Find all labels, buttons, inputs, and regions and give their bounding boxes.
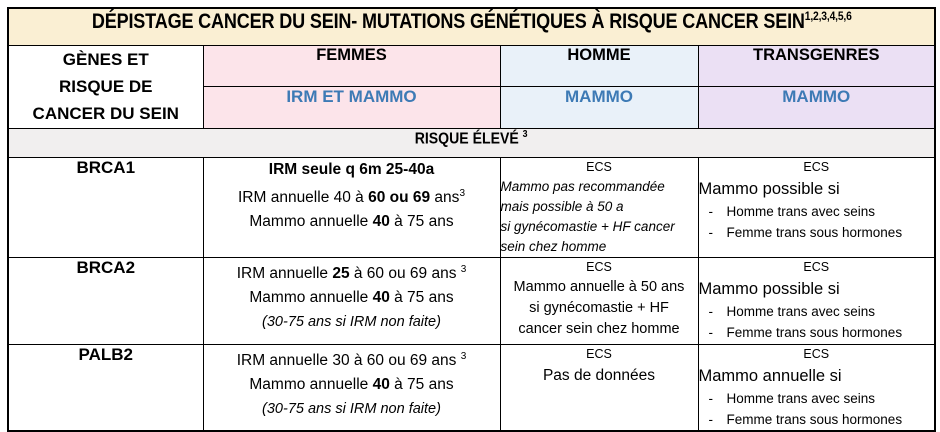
brca1-femmes-line3: Mammo annuelle 40 à 75 ans	[249, 213, 454, 231]
palb2-femmes-cell: IRM annuelle 30 à 60 ou 69 ans 3 Mammo a…	[202, 344, 501, 432]
title-row: DÉPISTAGE CANCER DU SEIN- MUTATIONS GÉNÉ…	[7, 7, 936, 46]
table-title: DÉPISTAGE CANCER DU SEIN- MUTATIONS GÉNÉ…	[92, 9, 852, 34]
dash-marker: -	[708, 412, 714, 427]
column-header-transgenres: TRANSGENRES	[697, 45, 936, 87]
brca1-homme-cell: ECS Mammo pas recommandée mais possible …	[499, 157, 699, 258]
breast-cancer-screening-table: DÉPISTAGE CANCER DU SEIN- MUTATIONS GÉNÉ…	[7, 7, 937, 432]
brca1-trans-bullet1: - Homme trans avec seins	[699, 201, 934, 222]
dash-marker: -	[708, 204, 714, 219]
brca1-femmes-line1: IRM seule q 6m 25-40a	[268, 161, 435, 178]
section-row: RISQUE ÉLEVÉ 3	[7, 128, 936, 158]
palb2-femmes-line1: IRM annuelle 30 à 60 ou 69 ans 3	[236, 351, 467, 370]
dash-marker: -	[708, 391, 714, 406]
palb2-transgenres-cell: ECS Mammo annuelle si - Homme trans avec …	[697, 344, 936, 432]
brca2-trans-bullet2: - Femme trans sous hormones	[699, 322, 934, 343]
brca1-trans-ecs: ECS	[803, 160, 830, 174]
section-risk-label-wrap: RISQUE ÉLEVÉ 3	[415, 129, 528, 149]
section-risk-superscript: 3	[523, 129, 528, 141]
brca1-homme-ecs: ECS	[586, 160, 612, 174]
table-row-brca1: BRCA1 IRM seule q 6m 25-40a IRM annuelle…	[7, 157, 936, 258]
dash-marker: -	[708, 225, 714, 240]
column-header-row: GÈNES ET RISQUE DE CANCER DU SEIN FEMMES…	[7, 45, 936, 129]
modality-row: IRM ET MAMMO MAMMO MAMMO	[8, 86, 936, 129]
palb2-femmes-line2: Mammo annuelle 40 à 75 ans	[249, 376, 454, 394]
brca2-homme-line2: si gynécomastie + HF	[529, 300, 669, 316]
brca2-trans-heading: Mammo possible si	[698, 280, 840, 298]
palb2-trans-bullet2: - Femme trans sous hormones	[699, 409, 934, 430]
gene-name-brca1: BRCA1	[7, 157, 204, 258]
brca1-trans-bullet2: - Femme trans sous hormones	[699, 222, 934, 243]
section-risk-cell: RISQUE ÉLEVÉ 3	[7, 128, 936, 158]
table-row-brca2: BRCA2 IRM annuelle 25 à 60 ou 69 ans 3 M…	[7, 257, 936, 345]
brca1-homme-line2: mais possible à 50 a	[500, 199, 624, 214]
palb2-homme-nodata: Pas de données	[542, 367, 656, 384]
dash-marker: -	[708, 325, 714, 340]
table-title-superscript: 1,2,3,4,5,6	[804, 9, 852, 23]
genes-header-line3: CANCER DU SEIN	[32, 104, 179, 123]
brca2-femmes-line1: IRM annuelle 25 à 60 ou 69 ans 3	[236, 264, 467, 283]
brca1-transgenres-cell: ECS Mammo possible si - Homme trans avec …	[697, 157, 936, 258]
table-row-palb2: PALB2 IRM annuelle 30 à 60 ou 69 ans 3 M…	[7, 344, 936, 432]
palb2-trans-bullet1: - Homme trans avec seins	[699, 388, 934, 409]
table-title-cell: DÉPISTAGE CANCER DU SEIN- MUTATIONS GÉNÉ…	[7, 7, 936, 46]
column-header-femmes: FEMMES	[202, 45, 501, 87]
modality-homme: MAMMO	[499, 86, 699, 129]
table-title-text: DÉPISTAGE CANCER DU SEIN- MUTATIONS GÉNÉ…	[91, 10, 805, 33]
dash-marker: -	[708, 304, 714, 319]
brca2-trans-bullet1: - Homme trans avec seins	[699, 301, 934, 322]
brca2-homme-line1: Mammo annuelle à 50 ans	[513, 279, 685, 295]
brca2-homme-line3: cancer sein chez homme	[518, 321, 680, 337]
palb2-trans-heading: Mammo annuelle si	[698, 367, 842, 385]
brca1-homme-line3: si gynécomastie + HF cancer	[500, 219, 675, 234]
brca1-homme-line1: Mammo pas recommandée	[500, 179, 665, 194]
modality-femmes: IRM ET MAMMO	[202, 86, 501, 129]
genes-header-cell: GÈNES ET RISQUE DE CANCER DU SEIN	[7, 45, 204, 129]
palb2-femmes-line3: (30-75 ans si IRM non faite)	[262, 401, 441, 418]
gene-name-palb2: PALB2	[7, 344, 204, 432]
brca2-femmes-line3: (30-75 ans si IRM non faite)	[262, 314, 441, 331]
brca2-femmes-line2: Mammo annuelle 40 à 75 ans	[249, 289, 454, 307]
brca2-homme-cell: ECS Mammo annuelle à 50 ans si gynécomas…	[499, 257, 699, 345]
palb2-homme-ecs: ECS	[586, 347, 612, 361]
section-risk-label: RISQUE ÉLEVÉ	[415, 130, 520, 148]
brca2-transgenres-cell: ECS Mammo possible si - Homme trans avec …	[697, 257, 936, 345]
column-header-homme: HOMME	[499, 45, 699, 87]
genes-header-line1: GÈNES ET	[62, 50, 149, 69]
brca2-homme-ecs: ECS	[586, 260, 612, 274]
modality-transgenres: MAMMO	[697, 86, 936, 129]
brca1-homme-line4: sein chez homme	[500, 239, 607, 254]
brca1-femmes-cell: IRM seule q 6m 25-40a IRM annuelle 40 à …	[202, 157, 501, 258]
brca1-trans-heading: Mammo possible si	[698, 180, 840, 198]
brca2-trans-ecs: ECS	[803, 260, 830, 274]
brca2-femmes-cell: IRM annuelle 25 à 60 ou 69 ans 3 Mammo a…	[202, 257, 501, 345]
palb2-homme-cell: ECS Pas de données	[499, 344, 699, 432]
brca1-femmes-line2: IRM annuelle 40 à 60 ou 69 ans3	[237, 188, 465, 207]
palb2-trans-ecs: ECS	[803, 347, 830, 361]
genes-header-line2: RISQUE DE	[58, 77, 153, 96]
gene-name-brca2: BRCA2	[7, 257, 204, 345]
